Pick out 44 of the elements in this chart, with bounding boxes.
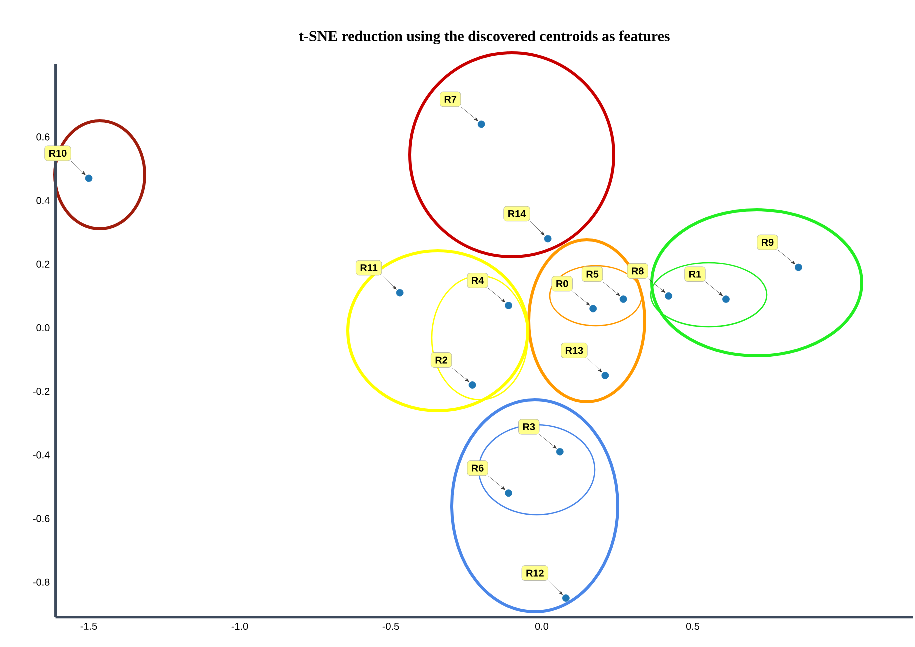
annotation: R8 (632, 268, 644, 275)
annotation: R2 (436, 356, 448, 364)
x-tick-label: 0.0 (535, 623, 549, 630)
annotation: R3 (523, 423, 536, 431)
annotation: R5 (586, 270, 599, 278)
annotation: R7 (444, 96, 457, 103)
annotation: R11 (360, 264, 378, 272)
point (505, 302, 512, 310)
y-tick-label: 0.2 (36, 260, 50, 268)
point (602, 372, 610, 380)
annotation: R1 (690, 270, 702, 278)
point (795, 264, 802, 272)
point (590, 305, 598, 313)
point (722, 296, 730, 304)
x-tick-label: -0.5 (382, 623, 400, 630)
annotation: R10 (50, 150, 67, 158)
annotation: R9 (762, 239, 774, 246)
y-tick-label: 0.6 (36, 134, 50, 141)
y-tick-label: -0.4 (33, 452, 50, 459)
chart-title: t-SNE reduction using the discovered centroids as features (299, 30, 670, 45)
y-tick-label: -0.6 (33, 515, 50, 522)
point (468, 382, 476, 389)
x-tick-label: -1.5 (80, 623, 98, 630)
y-tick-label: 0.4 (36, 197, 50, 204)
point (562, 594, 570, 602)
point (544, 235, 552, 243)
annotation: R13 (566, 347, 584, 354)
y-tick-label: -0.8 (33, 578, 50, 586)
x-tick-label: -1.0 (232, 623, 248, 630)
y-tick-label: 0.0 (36, 324, 50, 332)
point (665, 292, 673, 300)
annotation: R14 (508, 210, 526, 218)
x-tick-label: 0.5 (686, 623, 700, 630)
annotation: R12 (526, 570, 544, 577)
y-tick-label: -0.2 (33, 388, 50, 396)
point (85, 174, 93, 182)
point (505, 490, 512, 498)
annotation: R0 (556, 280, 568, 288)
annotation: R4 (472, 277, 484, 284)
point (556, 448, 564, 456)
annotation: R6 (472, 464, 484, 472)
point (396, 289, 404, 297)
point (478, 120, 486, 128)
point (620, 296, 628, 304)
